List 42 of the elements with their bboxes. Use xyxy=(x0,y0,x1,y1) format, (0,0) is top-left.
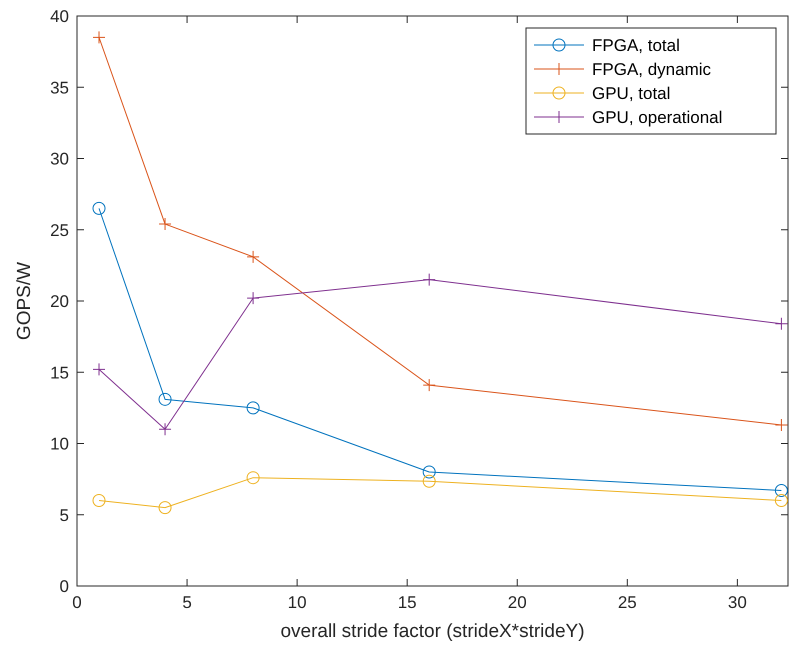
legend-label: FPGA, total xyxy=(592,36,680,55)
legend-label: GPU, total xyxy=(592,84,670,103)
x-tick-label: 5 xyxy=(182,593,192,612)
point xyxy=(774,317,788,330)
x-tick-label: 20 xyxy=(508,593,527,612)
point xyxy=(774,418,788,432)
y-tick-label: 0 xyxy=(60,577,69,596)
x-tick-label: 0 xyxy=(72,593,82,612)
x-tick-label: 30 xyxy=(728,593,747,612)
y-axis-title: GOPS/W xyxy=(14,262,35,340)
legend-label: FPGA, dynamic xyxy=(592,60,712,79)
x-tick-label: 10 xyxy=(288,593,307,612)
x-tick-label: 25 xyxy=(618,593,637,612)
point xyxy=(92,494,106,507)
point xyxy=(92,362,106,376)
point xyxy=(158,218,172,231)
y-tick-label: 25 xyxy=(50,220,69,240)
point xyxy=(422,273,436,286)
y-tick-label: 30 xyxy=(50,150,69,168)
legend-label: GPU, operational xyxy=(592,108,722,127)
x-axis-title: overall stride factor (strideX*strideY) xyxy=(280,621,585,642)
y-tick-label: 20 xyxy=(50,292,69,311)
x-tick-label: 15 xyxy=(398,593,417,612)
point xyxy=(246,401,260,414)
point xyxy=(92,30,106,44)
y-tick-label: 40 xyxy=(50,7,69,26)
y-tick-label: 5 xyxy=(60,506,69,525)
point xyxy=(774,484,788,498)
point xyxy=(422,466,436,478)
point xyxy=(422,378,436,392)
y-tick-label: 15 xyxy=(50,363,69,382)
point xyxy=(422,474,436,488)
point xyxy=(158,501,172,514)
point xyxy=(158,392,172,406)
point xyxy=(774,494,788,507)
point xyxy=(246,471,260,484)
point xyxy=(246,250,260,264)
point xyxy=(246,292,260,305)
y-tick-label: 35 xyxy=(50,78,69,98)
point xyxy=(92,202,106,215)
point xyxy=(158,422,172,436)
y-tick-label: 10 xyxy=(50,434,69,454)
